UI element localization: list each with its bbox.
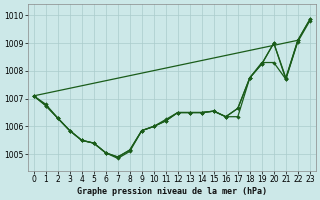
X-axis label: Graphe pression niveau de la mer (hPa): Graphe pression niveau de la mer (hPa) <box>77 187 267 196</box>
